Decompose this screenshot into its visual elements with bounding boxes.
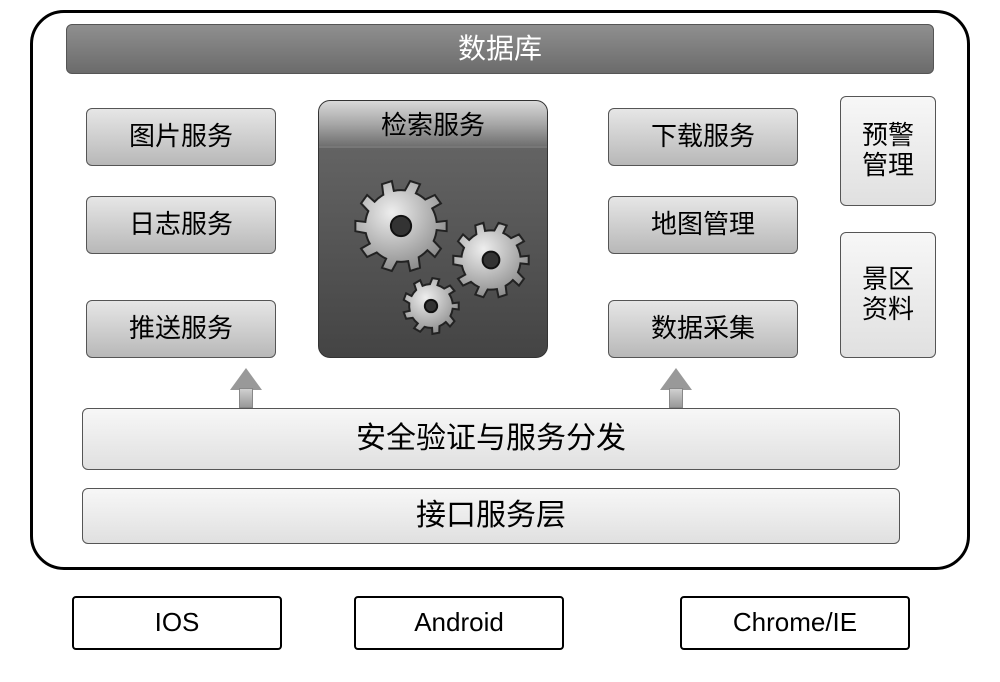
gears-icon xyxy=(319,148,548,352)
interface-layer-label: 接口服务层 xyxy=(416,499,566,534)
data-collection-label: 数据采集 xyxy=(651,314,755,344)
architecture-diagram: 数据库 图片服务 日志服务 推送服务 检索服务 下载服 xyxy=(0,0,1000,682)
scenic-data-box: 景区资料 xyxy=(840,232,936,358)
security-dispatch-box: 安全验证与服务分发 xyxy=(82,408,900,470)
scenic-data-label: 景区资料 xyxy=(859,265,916,325)
security-dispatch-label: 安全验证与服务分发 xyxy=(356,422,626,457)
database-label: 数据库 xyxy=(458,33,542,65)
arrow-left-stem xyxy=(239,388,253,408)
search-service-body xyxy=(319,148,547,357)
search-service-label: 检索服务 xyxy=(381,105,485,142)
download-service-label: 下载服务 xyxy=(651,122,755,152)
data-collection-box: 数据采集 xyxy=(608,300,798,358)
client-chrome-box: Chrome/IE xyxy=(680,596,910,650)
log-service-label: 日志服务 xyxy=(129,210,233,240)
client-ios-label: IOS xyxy=(155,608,200,638)
image-service-box: 图片服务 xyxy=(86,108,276,166)
database-box: 数据库 xyxy=(66,24,934,74)
client-android-box: Android xyxy=(354,596,564,650)
search-service-header: 检索服务 xyxy=(319,101,547,148)
client-ios-box: IOS xyxy=(72,596,282,650)
push-service-label: 推送服务 xyxy=(129,314,233,344)
image-service-label: 图片服务 xyxy=(129,122,233,152)
download-service-box: 下载服务 xyxy=(608,108,798,166)
map-management-label: 地图管理 xyxy=(651,210,755,240)
search-service-box: 检索服务 xyxy=(318,100,548,358)
arrow-right-icon xyxy=(660,368,692,390)
alert-management-box: 预警管理 xyxy=(840,96,936,206)
client-android-label: Android xyxy=(414,608,504,638)
log-service-box: 日志服务 xyxy=(86,196,276,254)
arrow-right-stem xyxy=(669,388,683,408)
alert-management-label: 预警管理 xyxy=(859,121,916,181)
interface-layer-box: 接口服务层 xyxy=(82,488,900,544)
client-chrome-label: Chrome/IE xyxy=(733,608,857,638)
push-service-box: 推送服务 xyxy=(86,300,276,358)
arrow-left-icon xyxy=(230,368,262,390)
map-management-box: 地图管理 xyxy=(608,196,798,254)
